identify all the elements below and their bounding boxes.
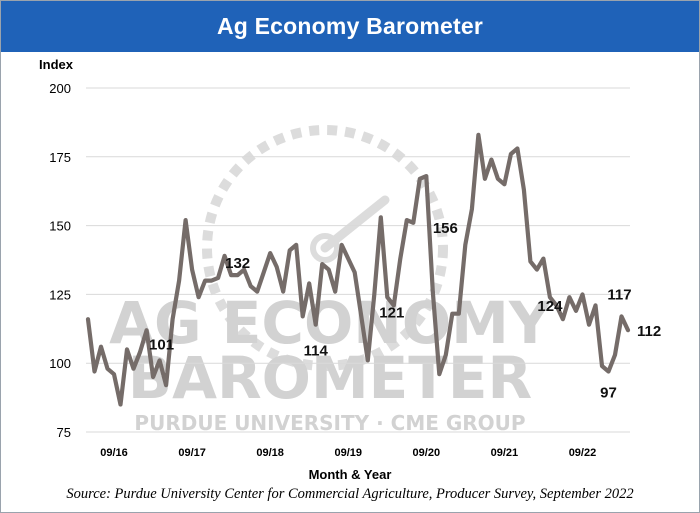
y-tick-label: 100: [49, 356, 71, 371]
watermark-line-1: AG ECONOMY: [109, 289, 552, 357]
x-tick-label: 09/16: [100, 447, 128, 459]
x-tick-label: 09/17: [178, 447, 206, 459]
series-group: [85, 132, 631, 407]
x-tick-label: 09/19: [334, 447, 362, 459]
watermark-gauge-needle: [320, 195, 390, 253]
y-tick-label: 125: [49, 287, 71, 302]
data-label-121: 121: [379, 304, 404, 321]
series-line: [85, 132, 631, 407]
x-tick-label: 09/22: [569, 447, 597, 459]
y-tick-label: 75: [57, 425, 71, 440]
chart-title: Ag Economy Barometer: [216, 13, 483, 39]
x-tick-label: 09/21: [491, 447, 519, 459]
watermark-line-2: BAROMETER: [128, 344, 532, 412]
data-label-97: 97: [600, 384, 617, 401]
watermark-logo: AG ECONOMY BAROMETER PURDUE UNIVERSITY ·…: [109, 125, 552, 435]
source-note: Source: Purdue University Center for Com…: [66, 486, 634, 502]
data-label-114: 114: [304, 343, 329, 360]
data-label-132: 132: [225, 255, 250, 272]
y-axis-label: Index: [39, 57, 74, 72]
data-label-112: 112: [637, 323, 661, 340]
watermark-gauge-hub: [310, 233, 340, 263]
data-label-117: 117: [607, 286, 631, 303]
watermark-line-3: PURDUE UNIVERSITY · CME GROUP: [134, 411, 525, 435]
title-bar: Ag Economy Barometer: [1, 1, 699, 52]
watermark-gauge-ring: [202, 125, 448, 371]
y-tick-label: 175: [49, 150, 71, 165]
y-tick-label: 150: [49, 219, 71, 234]
x-axis-ticks: 09/16 09/17 09/18 09/19 09/20 09/21 09/22: [100, 447, 596, 459]
line-chart: AG ECONOMY BAROMETER PURDUE UNIVERSITY ·…: [39, 57, 661, 482]
y-axis-ticks: 75 100 125 150 175 200: [49, 81, 71, 440]
data-labels: 101 132 114 121 156 124 97 117 112: [149, 220, 661, 401]
data-label-124: 124: [537, 298, 563, 315]
data-label-101: 101: [149, 336, 174, 353]
y-tick-label: 200: [49, 81, 71, 96]
x-axis-label: Month & Year: [309, 467, 392, 482]
x-tick-label: 09/18: [256, 447, 284, 459]
x-tick-label: 09/20: [413, 447, 441, 459]
data-label-156: 156: [433, 220, 458, 237]
